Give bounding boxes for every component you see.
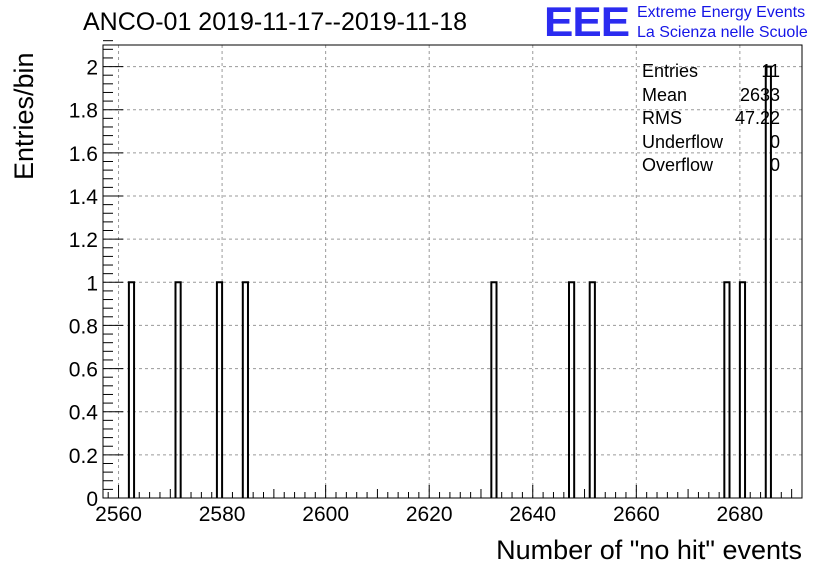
y-tick-label: 1.4 xyxy=(69,186,99,209)
statistics-box: Entries 11 Mean 2633 RMS 47.22 Underflow… xyxy=(642,60,780,178)
stats-row-overflow: Overflow 0 xyxy=(642,154,780,178)
histogram-bin xyxy=(738,281,747,498)
logo-caption-line-1: Extreme Energy Events xyxy=(637,4,806,21)
stats-row-underflow: Underflow 0 xyxy=(642,131,780,155)
stats-value: 2633 xyxy=(739,84,780,105)
plot-frame xyxy=(102,44,803,499)
x-tick-label: 2580 xyxy=(199,503,246,526)
y-tick-label: 1.8 xyxy=(69,100,98,123)
eee-logo: EEE xyxy=(544,0,630,46)
histogram-bin xyxy=(723,281,731,498)
stats-label: RMS xyxy=(642,108,682,128)
x-tick-label: 2620 xyxy=(406,503,453,526)
y-axis-label: Entries/bin xyxy=(9,52,39,180)
stats-label: Mean xyxy=(642,84,688,105)
y-tick-label: 0.8 xyxy=(69,315,98,338)
x-tick-label: 2680 xyxy=(717,503,764,526)
histogram-bin xyxy=(215,281,224,498)
histogram-bin xyxy=(588,281,596,498)
stats-label: Entries xyxy=(642,61,699,81)
y-tick-label: 2 xyxy=(86,57,98,80)
x-tick-label: 2640 xyxy=(509,503,556,526)
logo-caption-line-2: La Scienza nelle Scuole xyxy=(637,24,808,41)
stats-label: Overflow xyxy=(642,155,714,175)
x-axis-ticks: 2560 2580 2600 2620 2640 2660 2680 xyxy=(95,485,803,526)
y-axis-ticks: 0 0.2 0.4 0.6 0.8 1 1.2 1.4 1.6 1.8 2 xyxy=(69,40,123,511)
histogram-bin xyxy=(568,281,576,498)
stats-value: 0 xyxy=(769,155,780,175)
histogram-bars xyxy=(127,65,772,498)
stats-row-rms: RMS 47.22 xyxy=(642,107,780,131)
histogram-bin xyxy=(174,281,182,498)
x-tick-label: 2660 xyxy=(613,503,660,526)
x-axis-label: Number of "no hit" events xyxy=(496,535,802,565)
x-tick-label: 2600 xyxy=(302,503,349,526)
logo-caption: Extreme Energy Events La Scienza nelle S… xyxy=(637,3,808,43)
y-tick-label: 0.4 xyxy=(69,402,99,425)
histogram-bin xyxy=(127,281,136,498)
grid-lines xyxy=(103,45,802,498)
y-tick-label: 0 xyxy=(86,488,98,511)
histogram-bin xyxy=(490,281,498,498)
chart-title: ANCO-01 2019-11-17--2019-11-18 xyxy=(83,8,468,36)
stats-label: Underflow xyxy=(642,131,724,152)
histogram-bin xyxy=(764,65,772,498)
stats-value: 47.22 xyxy=(734,108,780,128)
y-tick-label: 0.2 xyxy=(69,445,98,468)
histogram-bin xyxy=(241,281,249,498)
y-tick-label: 0.6 xyxy=(69,359,98,382)
stats-value: 0 xyxy=(769,131,780,152)
y-tick-label: 1.2 xyxy=(69,229,98,252)
y-tick-label: 1 xyxy=(86,272,98,295)
y-tick-label: 1.6 xyxy=(69,143,98,166)
stats-row-mean: Mean 2633 xyxy=(642,84,780,108)
x-tick-label: 2560 xyxy=(95,503,142,526)
stats-value: 11 xyxy=(761,61,780,81)
stats-row-entries: Entries 11 xyxy=(642,60,780,84)
